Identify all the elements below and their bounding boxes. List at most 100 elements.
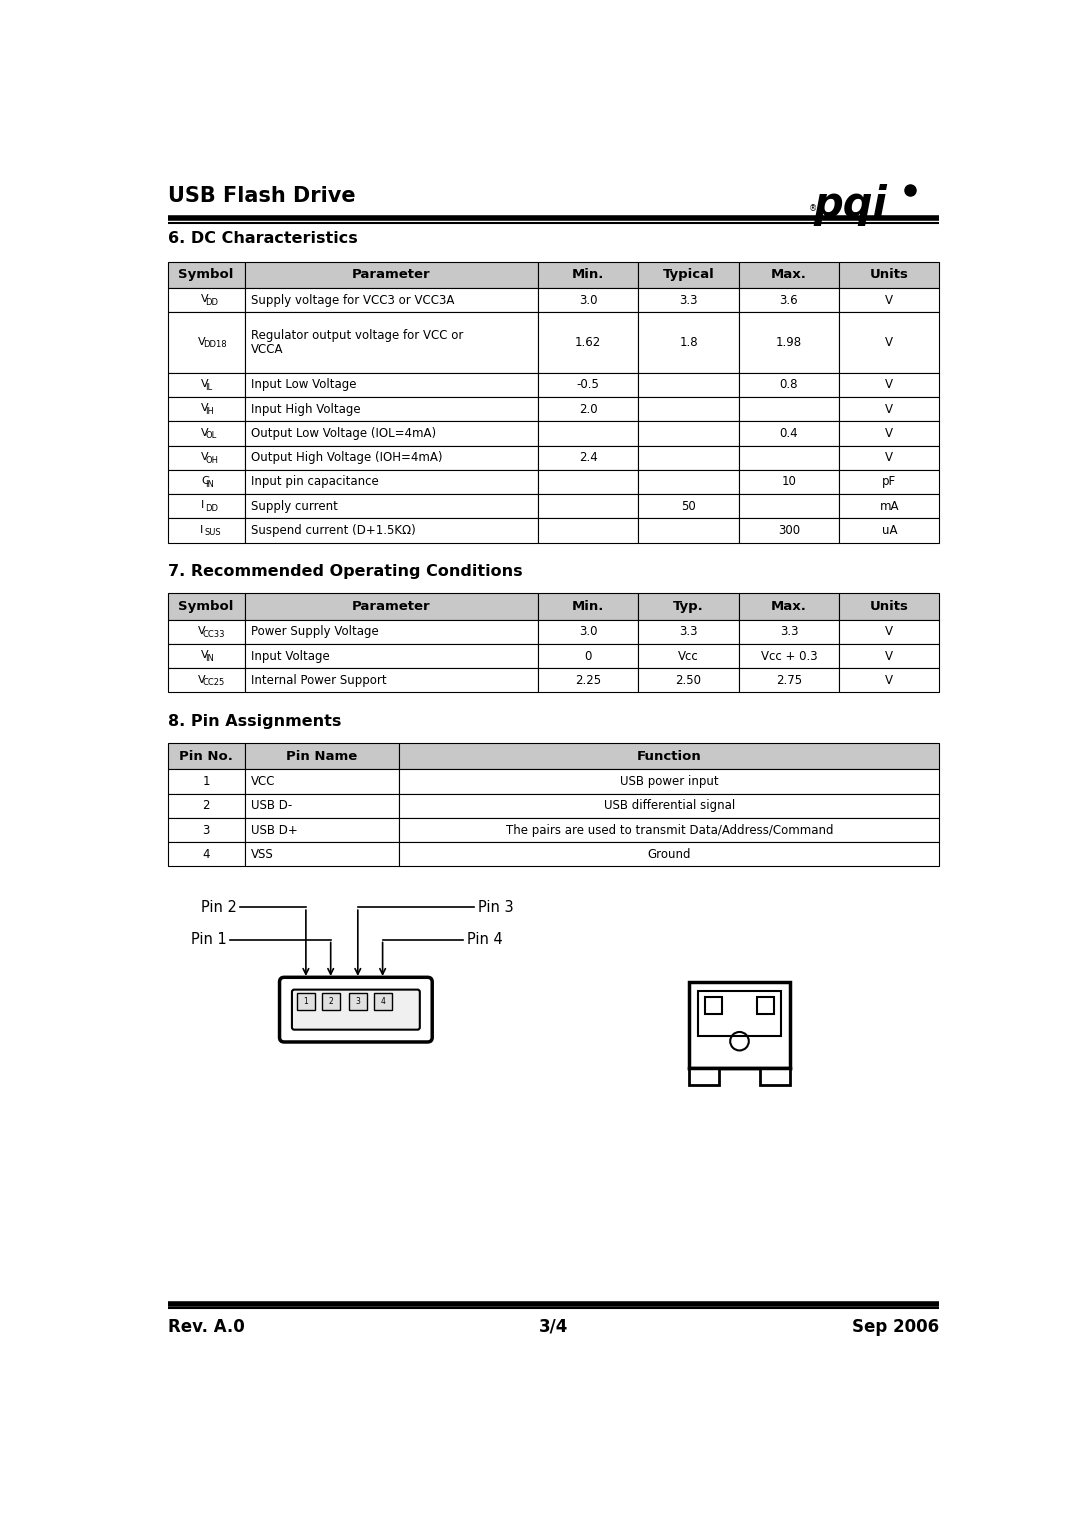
- Text: USB power input: USB power input: [620, 776, 718, 788]
- Text: V: V: [886, 403, 893, 415]
- Text: 0.8: 0.8: [780, 379, 798, 391]
- FancyBboxPatch shape: [245, 289, 538, 312]
- FancyBboxPatch shape: [739, 518, 839, 542]
- Text: 2: 2: [202, 799, 210, 812]
- FancyBboxPatch shape: [538, 289, 638, 312]
- FancyBboxPatch shape: [245, 518, 538, 542]
- Text: V: V: [886, 293, 893, 307]
- FancyBboxPatch shape: [739, 289, 839, 312]
- FancyBboxPatch shape: [638, 446, 739, 470]
- FancyBboxPatch shape: [538, 669, 638, 692]
- Text: 3.0: 3.0: [579, 625, 597, 638]
- FancyBboxPatch shape: [739, 312, 839, 373]
- FancyBboxPatch shape: [245, 818, 400, 843]
- Text: 2.4: 2.4: [579, 452, 597, 464]
- Text: 4: 4: [202, 847, 210, 861]
- Text: 3.3: 3.3: [679, 625, 698, 638]
- Text: Sep 2006: Sep 2006: [852, 1318, 940, 1336]
- FancyBboxPatch shape: [839, 397, 940, 421]
- FancyBboxPatch shape: [297, 994, 314, 1011]
- Text: Input Low Voltage: Input Low Voltage: [251, 379, 356, 391]
- FancyBboxPatch shape: [245, 794, 400, 818]
- Text: Vcc + 0.3: Vcc + 0.3: [760, 649, 818, 663]
- FancyBboxPatch shape: [349, 994, 367, 1011]
- FancyBboxPatch shape: [167, 470, 245, 495]
- FancyBboxPatch shape: [689, 982, 789, 1069]
- Text: 2.25: 2.25: [576, 673, 602, 687]
- Text: 300: 300: [778, 524, 800, 538]
- Text: Output Low Voltage (IOL=4mA): Output Low Voltage (IOL=4mA): [251, 428, 436, 440]
- FancyBboxPatch shape: [638, 669, 739, 692]
- FancyBboxPatch shape: [245, 470, 538, 495]
- Text: pqi: pqi: [814, 183, 888, 226]
- FancyBboxPatch shape: [245, 594, 538, 620]
- FancyBboxPatch shape: [538, 397, 638, 421]
- FancyBboxPatch shape: [292, 989, 420, 1029]
- Text: 3.3: 3.3: [679, 293, 698, 307]
- Text: Units: Units: [869, 269, 908, 281]
- FancyBboxPatch shape: [245, 312, 538, 373]
- Text: Ground: Ground: [648, 847, 691, 861]
- Text: Pin 2: Pin 2: [201, 899, 237, 915]
- Text: IN: IN: [205, 479, 215, 489]
- FancyBboxPatch shape: [245, 397, 538, 421]
- Text: Input Voltage: Input Voltage: [251, 649, 329, 663]
- Text: The pairs are used to transmit Data/Address/Command: The pairs are used to transmit Data/Addr…: [505, 823, 833, 837]
- FancyBboxPatch shape: [538, 373, 638, 397]
- Text: Input pin capacitance: Input pin capacitance: [251, 475, 379, 489]
- Text: Supply current: Supply current: [251, 499, 338, 513]
- FancyBboxPatch shape: [839, 289, 940, 312]
- Text: Input High Voltage: Input High Voltage: [251, 403, 361, 415]
- FancyBboxPatch shape: [167, 421, 245, 446]
- FancyBboxPatch shape: [638, 594, 739, 620]
- FancyBboxPatch shape: [245, 261, 538, 289]
- FancyBboxPatch shape: [739, 261, 839, 289]
- FancyBboxPatch shape: [739, 373, 839, 397]
- FancyBboxPatch shape: [245, 669, 538, 692]
- Text: V: V: [886, 649, 893, 663]
- Text: pF: pF: [882, 475, 896, 489]
- FancyBboxPatch shape: [760, 1069, 789, 1086]
- FancyBboxPatch shape: [839, 620, 940, 644]
- FancyBboxPatch shape: [374, 994, 392, 1011]
- Text: Pin 4: Pin 4: [467, 931, 502, 947]
- Text: Suspend current (D+1.5KΩ): Suspend current (D+1.5KΩ): [251, 524, 416, 538]
- FancyBboxPatch shape: [538, 421, 638, 446]
- FancyBboxPatch shape: [245, 373, 538, 397]
- Text: Power Supply Voltage: Power Supply Voltage: [251, 625, 379, 638]
- FancyBboxPatch shape: [739, 620, 839, 644]
- FancyBboxPatch shape: [739, 495, 839, 518]
- Text: 3.0: 3.0: [579, 293, 597, 307]
- Text: V: V: [199, 337, 206, 347]
- FancyBboxPatch shape: [638, 312, 739, 373]
- FancyBboxPatch shape: [538, 446, 638, 470]
- FancyBboxPatch shape: [167, 495, 245, 518]
- FancyBboxPatch shape: [638, 518, 739, 542]
- Text: 3.6: 3.6: [780, 293, 798, 307]
- Text: Typ.: Typ.: [673, 600, 704, 612]
- Text: Symbol: Symbol: [178, 269, 234, 281]
- Text: Min.: Min.: [572, 600, 605, 612]
- FancyBboxPatch shape: [167, 843, 245, 866]
- FancyBboxPatch shape: [538, 312, 638, 373]
- Text: 3: 3: [202, 823, 210, 837]
- FancyBboxPatch shape: [638, 620, 739, 644]
- Text: Rev. A.0: Rev. A.0: [167, 1318, 244, 1336]
- Text: V: V: [886, 452, 893, 464]
- Text: I: I: [200, 525, 203, 534]
- Text: Supply voltage for VCC3 or VCC3A: Supply voltage for VCC3 or VCC3A: [251, 293, 455, 307]
- FancyBboxPatch shape: [167, 644, 245, 669]
- FancyBboxPatch shape: [739, 421, 839, 446]
- Text: Symbol: Symbol: [178, 600, 234, 612]
- FancyBboxPatch shape: [839, 644, 940, 669]
- FancyBboxPatch shape: [167, 446, 245, 470]
- Text: 50: 50: [681, 499, 696, 513]
- FancyBboxPatch shape: [739, 669, 839, 692]
- Text: 4: 4: [380, 997, 386, 1006]
- Text: V: V: [886, 625, 893, 638]
- FancyBboxPatch shape: [839, 446, 940, 470]
- FancyBboxPatch shape: [245, 446, 538, 470]
- Text: SUS: SUS: [204, 528, 220, 538]
- Text: OL: OL: [205, 431, 217, 440]
- Text: OH: OH: [205, 455, 218, 464]
